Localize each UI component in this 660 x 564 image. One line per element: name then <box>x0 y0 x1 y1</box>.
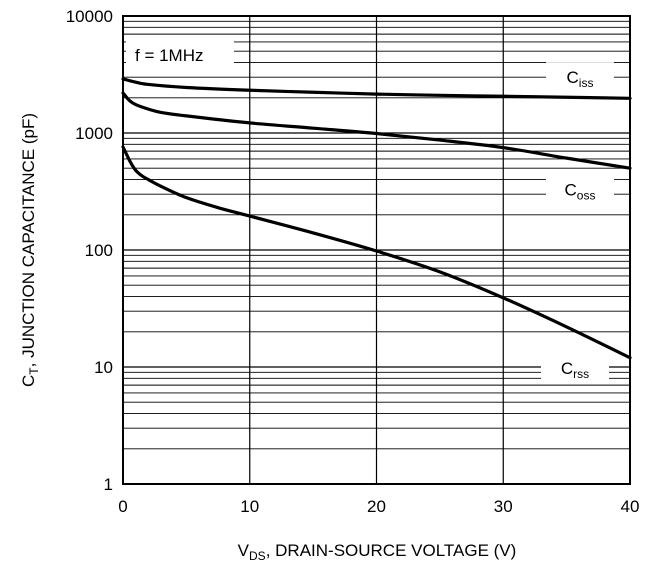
series-label-bg <box>546 62 614 91</box>
y-axis-title: CT, JUNCTION CAPACITANCE (pF) <box>19 113 41 387</box>
series-line-coss <box>121 91 632 170</box>
y-tick-labels: 1 10 100 1000 10000 <box>66 7 113 494</box>
series-label-ciss: Ciss <box>567 68 594 90</box>
x-tick-label: 30 <box>494 497 513 516</box>
x-tick-label: 0 <box>118 497 127 516</box>
y-tick-label: 1 <box>104 475 113 494</box>
x-tick-label: 10 <box>240 497 259 516</box>
plot-frame <box>122 15 631 485</box>
x-axis-title: VDS, DRAIN-SOURCE VOLTAGE (V) <box>238 541 517 563</box>
series-label-coss: Coss <box>565 180 596 202</box>
y-tick-label: 10000 <box>66 7 113 26</box>
x-tick-label: 40 <box>621 497 640 516</box>
series-label-bg <box>546 174 614 203</box>
series-label-crss: Crss <box>561 359 589 381</box>
frequency-annotation: f = 1MHz <box>135 46 204 65</box>
series-line-ciss <box>121 77 632 100</box>
annotation-box: f = 1MHz <box>126 40 234 68</box>
x-tick-label: 20 <box>367 497 386 516</box>
y-tick-label: 1000 <box>75 124 113 143</box>
series-line-crss <box>121 145 632 360</box>
series-layer <box>121 77 632 360</box>
x-tick-labels: 0 10 20 30 40 <box>118 497 639 516</box>
series-label-bg <box>541 353 609 382</box>
y-tick-label: 10 <box>94 358 113 377</box>
series-label-layer: Ciss Coss Crss <box>541 62 614 382</box>
y-tick-label: 100 <box>85 241 113 260</box>
